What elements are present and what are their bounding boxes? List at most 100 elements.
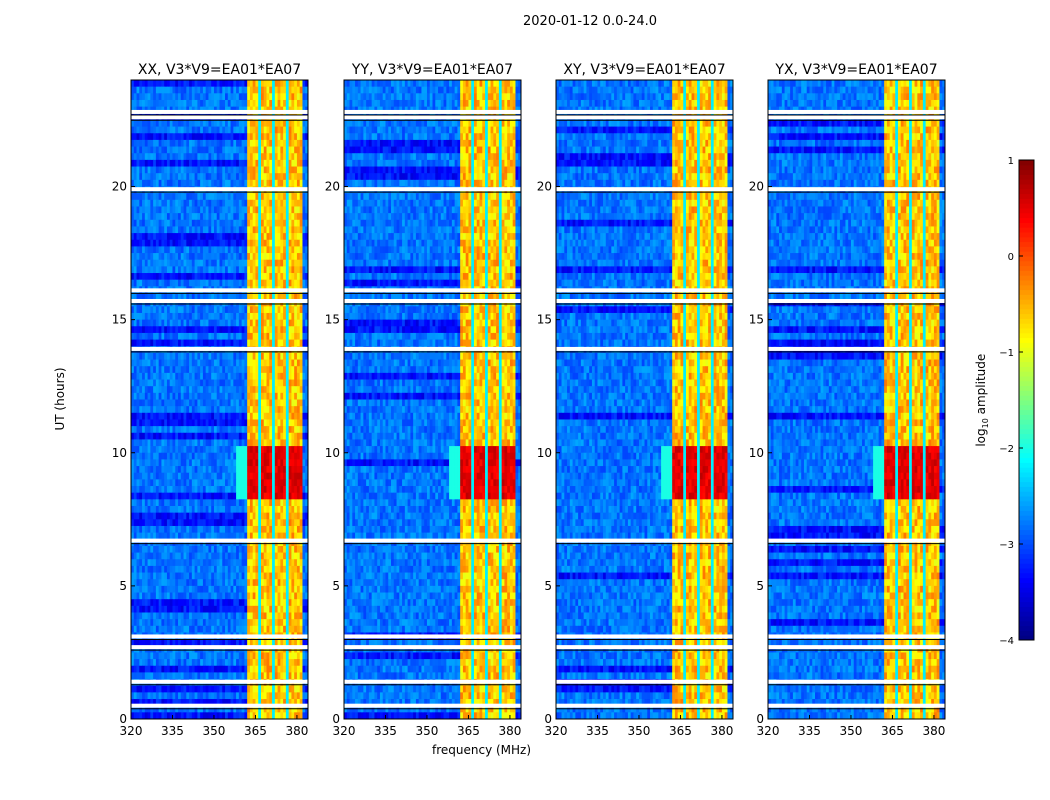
heatmap-cell: [222, 193, 225, 200]
heatmap-cell: [250, 519, 253, 526]
heatmap-cell: [300, 260, 303, 267]
heatmap-cell: [278, 233, 281, 240]
heatmap-cell: [244, 353, 247, 360]
heatmap-cell: [222, 246, 225, 253]
heatmap-cell: [192, 306, 195, 313]
heatmap-cell: [225, 140, 228, 147]
heatmap-cell: [195, 393, 198, 400]
heatmap-cell: [137, 593, 140, 600]
heatmap-cell: [275, 246, 278, 253]
heatmap-cell: [203, 593, 206, 600]
heatmap-cell: [148, 519, 151, 526]
heatmap-cell: [181, 513, 184, 520]
heatmap-cell: [222, 426, 225, 433]
heatmap-cell: [269, 426, 272, 433]
heatmap-cell: [289, 586, 292, 593]
heatmap-cell: [178, 200, 181, 207]
heatmap-cell: [178, 233, 181, 240]
heatmap-cell: [258, 180, 261, 187]
heatmap-cell: [236, 226, 239, 233]
heatmap-cell: [161, 147, 164, 154]
heatmap-cell: [145, 473, 148, 480]
heatmap-cell: [297, 380, 300, 387]
heatmap-cell: [225, 473, 228, 480]
heatmap-cell: [255, 473, 258, 480]
heatmap-cell: [242, 333, 245, 340]
heatmap-cell: [222, 546, 225, 553]
heatmap-cell: [197, 240, 200, 247]
heatmap-cell: [289, 226, 292, 233]
heatmap-cell: [228, 160, 231, 167]
heatmap-cell: [184, 220, 187, 227]
heatmap-cell: [161, 400, 164, 407]
heatmap-cell: [156, 273, 159, 280]
heatmap-cell: [203, 400, 206, 407]
heatmap-cell: [153, 459, 156, 466]
heatmap-cell: [178, 193, 181, 200]
heatmap-cell: [275, 266, 278, 273]
heatmap-cell: [217, 366, 220, 373]
heatmap-cell: [278, 559, 281, 566]
heatmap-cell: [278, 433, 281, 440]
heatmap-cell: [261, 193, 264, 200]
heatmap-cell: [233, 273, 236, 280]
heatmap-cell: [280, 400, 283, 407]
heatmap-cell: [164, 266, 167, 273]
heatmap-cell: [172, 226, 175, 233]
heatmap-cell: [200, 233, 203, 240]
heatmap-cell: [195, 573, 198, 580]
heatmap-cell: [278, 260, 281, 267]
heatmap-cell: [236, 340, 239, 347]
heatmap-cell: [181, 233, 184, 240]
heatmap-cell: [264, 127, 267, 134]
heatmap-cell: [164, 579, 167, 586]
heatmap-cell: [208, 519, 211, 526]
heatmap-cell: [197, 413, 200, 420]
heatmap-cell: [300, 120, 303, 127]
heatmap-cell: [139, 419, 142, 426]
heatmap-cell: [217, 226, 220, 233]
heatmap-cell: [239, 193, 242, 200]
heatmap-cell: [184, 433, 187, 440]
heatmap-cell: [186, 413, 189, 420]
heatmap-cell: [167, 333, 170, 340]
heatmap-cell: [242, 426, 245, 433]
heatmap-cell: [208, 419, 211, 426]
heatmap-cell: [211, 220, 214, 227]
heatmap-cell: [275, 393, 278, 400]
heatmap-cell: [217, 333, 220, 340]
heatmap-cell: [278, 320, 281, 327]
heatmap-cell: [214, 147, 217, 154]
heatmap-cell: [236, 273, 239, 280]
heatmap-cell: [172, 526, 175, 533]
heatmap-cell: [255, 320, 258, 327]
heatmap-cell: [175, 133, 178, 140]
heatmap-cell: [139, 400, 142, 407]
heatmap-cell: [153, 167, 156, 174]
heatmap-cell: [300, 573, 303, 580]
heatmap-cell: [150, 266, 153, 273]
heatmap-cell: [294, 147, 297, 154]
heatmap-cell: [294, 493, 297, 500]
heatmap-cell: [184, 386, 187, 393]
heatmap-cell: [200, 340, 203, 347]
heatmap-cell: [186, 100, 189, 107]
heatmap-cell: [289, 100, 292, 107]
heatmap-cell: [137, 406, 140, 413]
heatmap-cell: [236, 133, 239, 140]
heatmap-cell: [250, 260, 253, 267]
heatmap-cell: [225, 446, 228, 453]
heatmap-cell: [280, 147, 283, 154]
heatmap-cell: [297, 593, 300, 600]
heatmap-cell: [300, 226, 303, 233]
heatmap-cell: [175, 493, 178, 500]
heatmap-cell: [150, 559, 153, 566]
heatmap-cell: [272, 426, 275, 433]
heatmap-cell: [197, 173, 200, 180]
heatmap-cell: [225, 160, 228, 167]
heatmap-cell: [208, 306, 211, 313]
heatmap-cell: [220, 273, 223, 280]
heatmap-cell: [217, 426, 220, 433]
heatmap-cell: [164, 553, 167, 560]
heatmap-cell: [278, 553, 281, 560]
